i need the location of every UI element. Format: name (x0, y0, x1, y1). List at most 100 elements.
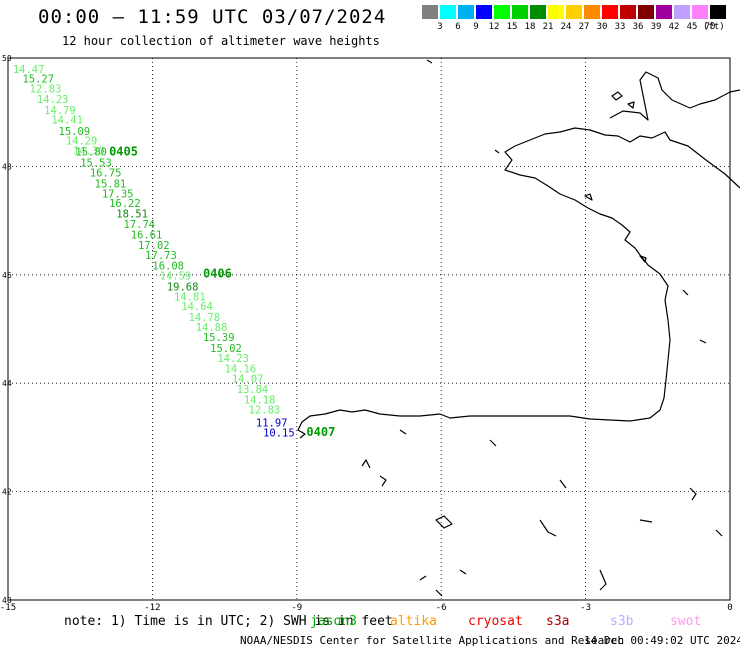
coastline-inland (539, 519, 557, 537)
legend-swatch (494, 5, 510, 19)
legend-label: 18 (524, 22, 536, 32)
axis-labels: -15 -12 -9 -6 -3 0 50 48 46 44 42 40 (0, 54, 733, 613)
y-tick-label: 50 (2, 54, 12, 63)
track-time-label: 0407 (306, 425, 335, 439)
wave-height-value: 14.07 (232, 374, 264, 386)
legend-swatch (638, 5, 654, 19)
legend-swatch (530, 5, 546, 19)
coastline (297, 59, 740, 597)
legend-swatch (692, 5, 708, 19)
x-tick-label: -9 (291, 603, 302, 613)
y-tick-label: 44 (2, 379, 12, 388)
legend-label: 33 (614, 22, 626, 32)
legend-swatch (422, 5, 438, 19)
legend-label: 42 (668, 22, 680, 32)
coastline-inland (361, 459, 371, 469)
legend-label: 24 (560, 22, 572, 32)
wave-height-value: 14.18 (244, 394, 276, 406)
wave-height-value: 17.02 (138, 240, 170, 252)
wave-height-value: 19.68 (167, 282, 199, 294)
altimeter-track: 14.4715.2712.8314.2314.7914.4115.0914.29… (13, 64, 336, 439)
wave-height-value: 17.35 (102, 188, 134, 200)
wave-height-value: 13.84 (237, 384, 269, 396)
wave-height-value: 14.16 (225, 363, 257, 375)
coastline-island (584, 193, 593, 201)
legend-label: 12 (488, 22, 500, 32)
legend-label: 45 (686, 22, 698, 32)
footer-note: note: 1) Time is in UTC; 2) SWH is in fe… (64, 614, 393, 629)
wave-height-value: 14.30 (73, 145, 105, 157)
wave-height-value: 14.59 (160, 271, 192, 283)
x-tick-label: -15 (0, 603, 16, 613)
wave-height-value: 14.29 (66, 136, 98, 148)
legend-swatch (476, 5, 492, 19)
legend-label: 15 (506, 22, 518, 32)
satellite-jason3: jason3 (310, 614, 357, 629)
y-tick-label: 48 (2, 162, 12, 171)
wave-height-value: 17.73 (145, 250, 177, 262)
legend-label: 70 (704, 22, 716, 32)
coastline-inland (419, 575, 427, 581)
page-subtitle: 12 hour collection of altimeter wave hei… (62, 34, 380, 48)
legend-swatch (548, 5, 564, 19)
y-tick-label: 40 (2, 596, 12, 605)
wave-height-value: 15.80 (75, 147, 107, 159)
coastline-island (627, 101, 635, 109)
coastline-island (699, 339, 707, 344)
satellite-altika: altika (390, 614, 437, 629)
wave-height-value: 15.39 (203, 332, 235, 344)
coastline-island (426, 59, 433, 64)
page-title: 00:00 – 11:59 UTC 03/07/2024 (38, 6, 387, 28)
wave-height-value: 14.47 (13, 64, 45, 76)
coastline-island (682, 289, 689, 296)
wave-height-value: 18.51 (116, 208, 148, 220)
coastline-island (639, 255, 647, 263)
coastline-inland (639, 519, 653, 523)
legend-swatch (584, 5, 600, 19)
wave-height-value: 14.81 (174, 291, 206, 303)
coastline-inland (689, 487, 697, 501)
wave-height-value: 12.83 (30, 84, 62, 96)
legend-swatch (602, 5, 618, 19)
wave-height-value: 10.15 (263, 427, 295, 439)
wave-height-value: 15.09 (59, 126, 91, 138)
coastline-inland (599, 569, 607, 591)
legend-label: 36 (632, 22, 644, 32)
legend-swatch (710, 5, 726, 19)
satellite-s3a: s3a (546, 614, 570, 629)
coastline-inland (399, 429, 407, 435)
wave-height-value: 16.61 (131, 229, 163, 241)
coastline-island (611, 91, 623, 101)
coastline-inland (489, 439, 497, 447)
wave-height-value: 14.78 (189, 312, 221, 324)
wave-height-value: 16.22 (109, 198, 141, 210)
wave-height-value: 14.41 (51, 115, 83, 127)
coastline-inland (715, 529, 723, 537)
wave-height-value: 14.23 (217, 353, 249, 365)
legend-swatch (620, 5, 636, 19)
legend-swatch (512, 5, 528, 19)
track-time-label: 0405 (109, 145, 138, 159)
legend-label: 9 (473, 22, 479, 32)
legend-swatch (440, 5, 456, 19)
legend-label: 39 (650, 22, 662, 32)
legend-label: 30 (596, 22, 608, 32)
wave-height-value: 14.88 (196, 322, 228, 334)
coastline-island (494, 149, 500, 154)
wave-height-value: 15.53 (80, 157, 112, 169)
wave-height-value: 15.02 (210, 343, 242, 355)
wave-height-value: 16.08 (152, 260, 184, 272)
legend-label: 6 (455, 22, 461, 32)
wave-height-value: 12.83 (249, 405, 281, 417)
y-tick-label: 46 (2, 271, 12, 280)
x-tick-label: -6 (436, 603, 447, 613)
legend-swatch (458, 5, 474, 19)
wave-height-value: 14.79 (44, 105, 76, 117)
legend-unit: (ft) (703, 22, 725, 32)
coastline-inland (435, 589, 443, 597)
wave-height-value: 17.74 (124, 219, 156, 231)
legend-label: 21 (542, 22, 554, 32)
coastline-inland (435, 515, 453, 529)
legend-label: 27 (578, 22, 590, 32)
